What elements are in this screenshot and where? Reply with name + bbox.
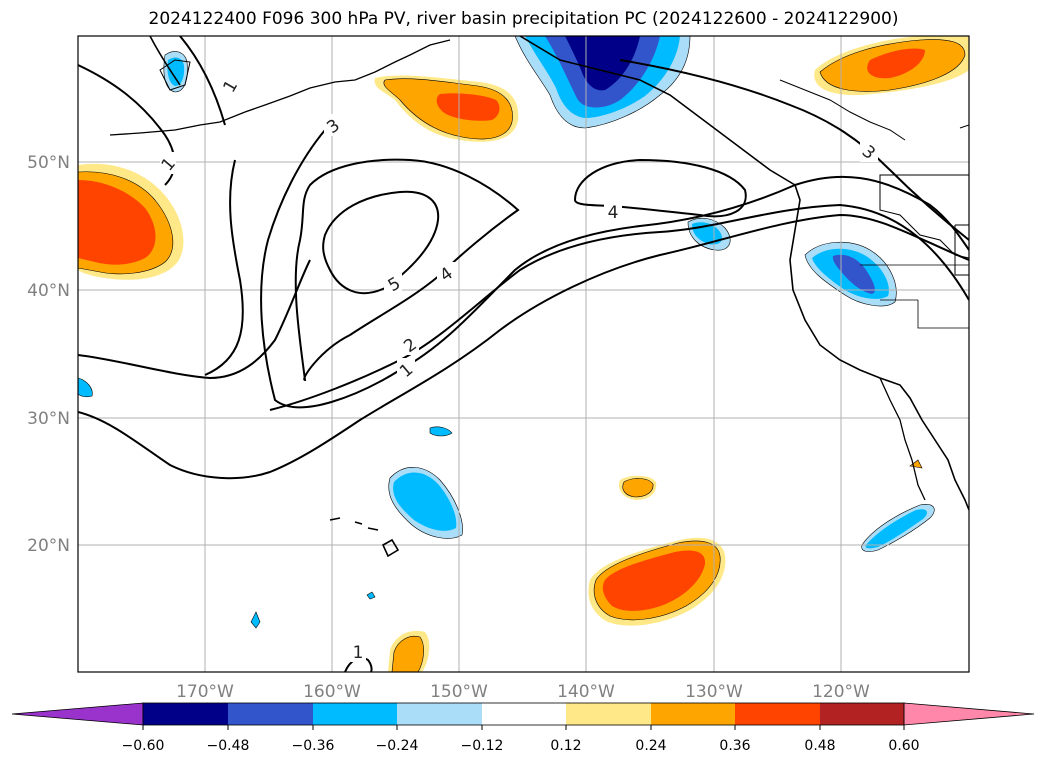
colorbar-bin xyxy=(143,703,228,725)
lat-label-20n: 20°N xyxy=(27,536,70,556)
colorbar-tick-label: 0.12 xyxy=(550,738,581,754)
coastlines xyxy=(109,36,969,558)
colorbar-bin xyxy=(820,703,904,725)
colorbar-tick-label: 0.60 xyxy=(888,738,919,754)
colorbar-bin xyxy=(397,703,482,725)
lon-label-130w: 130°W xyxy=(685,682,743,702)
pv-contours xyxy=(78,36,969,672)
colorbar-bin xyxy=(566,703,651,725)
pv-contour-2-lower xyxy=(78,203,969,411)
pv-label-4: 4 xyxy=(608,203,619,223)
pv-contour-labels: 1 3 1 4 5 4 2 1 3 1 xyxy=(158,74,879,663)
lat-label-40n: 40°N xyxy=(27,281,70,301)
lon-label-150w: 150°W xyxy=(430,682,488,702)
pv-contour-1-outer xyxy=(78,213,969,480)
pv-label-10: 1 xyxy=(353,643,364,663)
precip-anomalies xyxy=(78,36,969,672)
longitude-labels: 170°W 160°W 150°W 140°W 130°W 120°W xyxy=(176,682,870,702)
colorbar-tick-label: −0.24 xyxy=(376,738,419,754)
lon-label-160w: 160°W xyxy=(303,682,361,702)
colorbar-tick-label: −0.12 xyxy=(461,738,504,754)
lon-label-170w: 170°W xyxy=(176,682,234,702)
graticule xyxy=(78,36,969,672)
latitude-labels: 50°N 40°N 30°N 20°N xyxy=(27,153,70,556)
pv-contour-4 xyxy=(294,158,520,382)
lat-label-50n: 50°N xyxy=(27,153,70,173)
colorbar: −0.60 −0.48 −0.36 −0.24 −0.12 0.12 0.24 … xyxy=(11,702,1035,754)
lon-label-140w: 140°W xyxy=(557,682,615,702)
colorbar-extend-high xyxy=(903,702,1035,726)
pv-contour-1-south xyxy=(344,657,373,672)
map-frame xyxy=(77,35,970,673)
colorbar-tick-label: −0.36 xyxy=(292,738,335,754)
colorbar-bin xyxy=(735,703,820,725)
colorbar-tick-label: −0.60 xyxy=(122,738,165,754)
colorbar-bin xyxy=(313,703,397,725)
pv-contour-3-loop xyxy=(260,129,969,409)
lon-label-120w: 120°W xyxy=(812,682,870,702)
colorbar-tick-label: −0.48 xyxy=(207,738,250,754)
colorbar-tick-label: 0.24 xyxy=(635,738,666,754)
colorbar-tick-label: 0.48 xyxy=(804,738,835,754)
colorbar-extend-low xyxy=(11,702,144,726)
pv-contour-3-east xyxy=(619,59,969,241)
pv-contour-3-west xyxy=(204,159,244,376)
colorbar-bin xyxy=(482,703,566,725)
map-title: 2024122400 F096 300 hPa PV, river basin … xyxy=(148,9,899,29)
colorbar-bin xyxy=(651,703,735,725)
colorbar-bin xyxy=(228,703,313,725)
pv-contour-5 xyxy=(322,190,440,295)
map-panel: 1 3 1 4 5 4 2 1 3 1 xyxy=(78,36,969,672)
lat-label-30n: 30°N xyxy=(27,409,70,429)
colorbar-tick-label: 0.36 xyxy=(719,738,750,754)
